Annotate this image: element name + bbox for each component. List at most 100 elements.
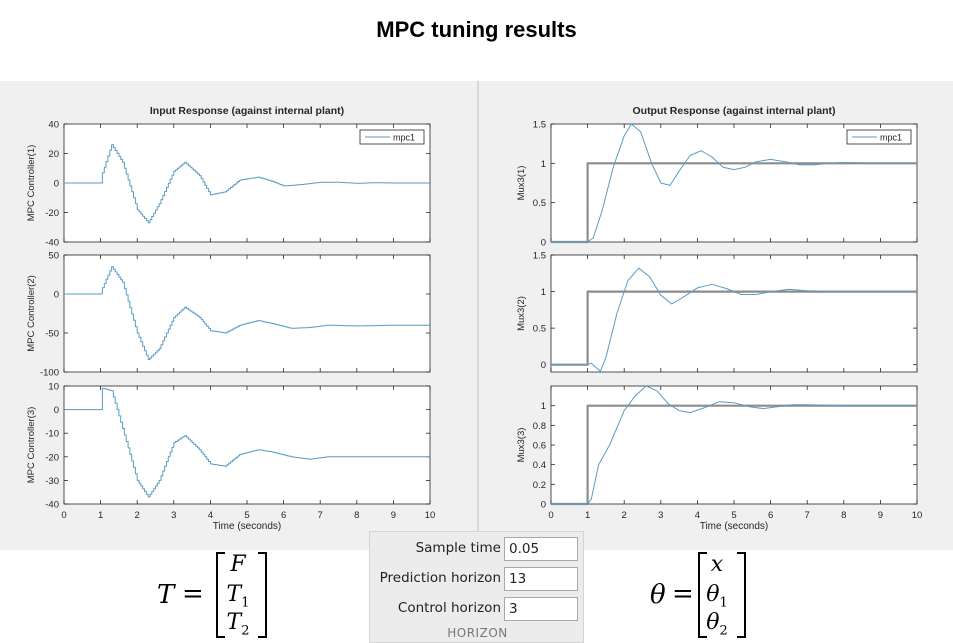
y-tick-label: 1 [541,401,546,412]
y-tick-label: 0.5 [533,198,546,209]
y-tick-label: 1.5 [533,120,546,131]
y-tick-label: -10 [45,429,59,440]
y-tick-label: 0 [541,238,546,249]
x-tick-label: 1 [98,510,103,521]
x-tick-label: 1 [585,510,590,521]
y-tick-label: 0 [541,500,546,511]
horizon-parameters-panel: Sample time Prediction horizon Control h… [369,531,584,643]
y-axis-label: MPC Controller(1) [26,145,37,222]
legend-label: mpc1 [393,133,415,143]
y-tick-label: -40 [45,500,59,511]
y-axis-label: Mux3(3) [516,428,527,463]
x-tick-label: 3 [171,510,176,521]
response-line [64,387,430,498]
x-tick-label: 5 [731,510,736,521]
x-axis-label: Time (seconds) [213,521,282,532]
theta-symbol: θ [650,580,666,610]
control-horizon-input[interactable] [504,597,578,621]
t-vector-equation: T = F T1 T2 [155,552,275,640]
left-bracket [698,552,707,638]
t-entry-3: T2 [226,610,250,639]
legend: mpc1 [359,129,425,145]
plot-area [550,385,918,505]
y-tick-label: 10 [48,382,59,393]
y-tick-label: -50 [45,329,59,340]
x-tick-label: 5 [244,510,249,521]
x-tick-label: 9 [391,510,396,521]
y-tick-label: 0.4 [533,460,546,471]
y-tick-label: 20 [48,149,59,160]
y-tick-label: 0.5 [533,324,546,335]
x-tick-label: 8 [841,510,846,521]
horizon-section-label: HORIZON [447,626,508,640]
input-axes-2 [63,254,431,373]
plot-area [63,385,431,505]
sample-time-input[interactable] [504,537,578,561]
page-title: MPC tuning results [376,17,577,42]
response-line [551,123,917,243]
y-tick-label: 1 [541,287,546,298]
theta-entry-3: θ2 [706,610,728,639]
right-bracket [258,552,267,638]
x-axis-label: Time (seconds) [700,521,769,532]
y-tick-label: 0.2 [533,480,546,491]
y-axis-label: Mux3(1) [516,166,527,201]
y-tick-label: 1 [541,159,546,170]
y-tick-label: 1.5 [533,251,546,262]
x-tick-label: 7 [318,510,323,521]
x-tick-label: 4 [208,510,213,521]
x-tick-label: 6 [768,510,773,521]
x-tick-label: 10 [912,510,923,521]
output-axes-2 [550,254,918,373]
x-tick-label: 6 [281,510,286,521]
y-tick-label: -100 [40,368,59,379]
y-tick-label: -20 [45,452,59,463]
equals-sign: = [672,579,694,609]
y-tick-label: 0.6 [533,441,546,452]
x-tick-label: 0 [548,510,553,521]
chart-title: Input Response (against internal plant) [150,105,344,117]
response-line [64,266,430,360]
y-tick-label: -30 [45,476,59,487]
y-tick-label: 0 [54,290,59,301]
x-tick-label: 2 [135,510,140,521]
legend-label: mpc1 [880,133,902,143]
x-tick-label: 2 [622,510,627,521]
input-axes-3 [63,385,431,505]
y-tick-label: -20 [45,208,59,219]
y-tick-label: 0 [541,360,546,371]
equals-sign: = [182,579,204,609]
y-tick-label: 0 [54,179,59,190]
x-tick-label: 7 [805,510,810,521]
prediction-horizon-label: Prediction horizon [379,570,501,586]
t-entry-1: F [230,552,246,577]
x-tick-label: 8 [354,510,359,521]
y-axis-label: MPC Controller(3) [26,407,37,484]
right-bracket [737,552,746,638]
t-symbol: T [157,580,175,610]
y-tick-label: 40 [48,120,59,131]
y-tick-label: 50 [48,251,59,262]
x-tick-label: 4 [695,510,700,521]
response-line [64,144,430,224]
chart-title: Output Response (against internal plant) [632,105,835,117]
legend-box [846,129,912,145]
sample-time-label: Sample time [415,540,501,556]
response-line [551,267,917,372]
x-tick-label: 3 [658,510,663,521]
response-line [551,385,917,505]
theta-entry-1: x [710,552,724,577]
y-axis-label: Mux3(2) [516,296,527,331]
theta-entry-2: θ1 [706,582,728,611]
y-axis-label: MPC Controller(2) [26,275,37,352]
figure-divider [477,81,479,550]
output-axes-3 [550,385,918,506]
legend-box [359,129,425,145]
x-tick-label: 10 [425,510,436,521]
prediction-horizon-input[interactable] [504,567,578,591]
y-tick-label: 0 [54,405,59,416]
x-tick-label: 9 [878,510,883,521]
x-tick-label: 0 [61,510,66,521]
plot-area [550,254,918,373]
